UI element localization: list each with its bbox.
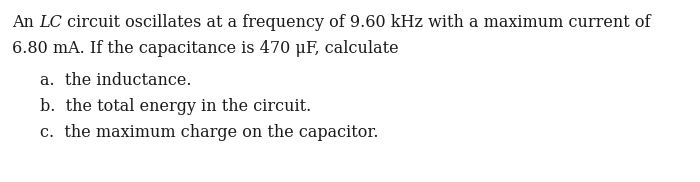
Text: An: An — [12, 14, 39, 31]
Text: a.  the inductance.: a. the inductance. — [40, 72, 192, 89]
Text: c.  the maximum charge on the capacitor.: c. the maximum charge on the capacitor. — [40, 124, 379, 141]
Text: circuit oscillates at a frequency of 9.60 kHz with a maximum current of: circuit oscillates at a frequency of 9.6… — [62, 14, 650, 31]
Text: 6.80 mA. If the capacitance is 470 μF, calculate: 6.80 mA. If the capacitance is 470 μF, c… — [12, 40, 398, 57]
Text: b.  the total energy in the circuit.: b. the total energy in the circuit. — [40, 98, 312, 115]
Text: LC: LC — [39, 14, 62, 31]
